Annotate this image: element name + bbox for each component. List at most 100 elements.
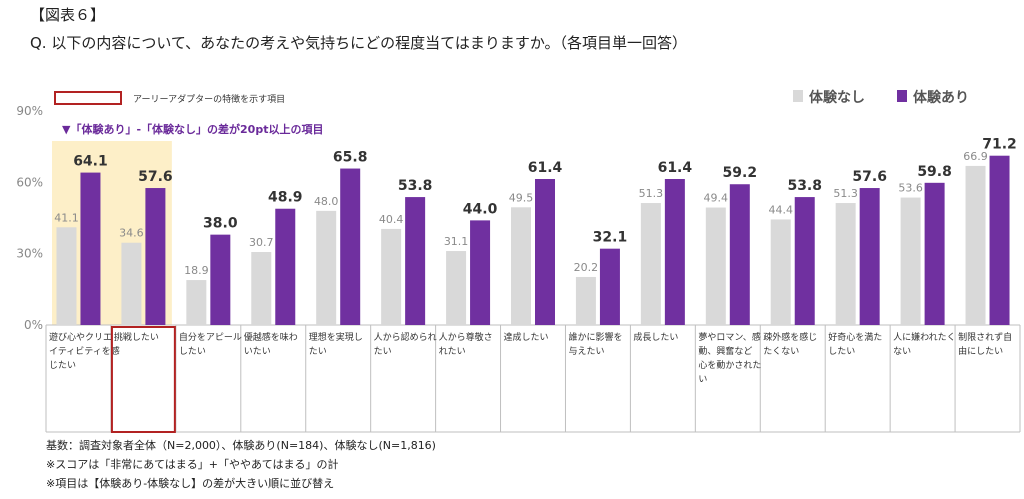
legend-swatch-no-experience: [793, 90, 803, 102]
value-label-no-experience: 34.6: [119, 227, 144, 240]
category-label: たくない: [763, 346, 799, 357]
bar-no-experience: [186, 280, 207, 325]
bar-experience: [210, 234, 231, 325]
category-label: じたい: [49, 360, 76, 371]
value-label-experience: 57.6: [138, 169, 173, 185]
footnote-order: ※項目は【体験あり-体験なし】の差が大きい順に並び替え: [46, 477, 335, 490]
y-tick-label: 0%: [24, 318, 43, 332]
value-label-no-experience: 30.7: [249, 236, 274, 249]
bar-no-experience: [900, 197, 921, 325]
bar-experience: [859, 188, 880, 325]
legend-label-no-experience: 体験なし: [809, 89, 865, 106]
category-label: 優越感を味わ: [244, 331, 298, 343]
bar-no-experience: [381, 228, 402, 325]
value-label-no-experience: 20.2: [574, 261, 599, 274]
category-label: 心を動かされた: [698, 360, 761, 371]
bar-no-experience: [511, 207, 531, 325]
y-tick-label: 90%: [16, 104, 43, 118]
category-label: たい: [374, 346, 392, 357]
category-label: ない: [893, 346, 911, 357]
bar-no-experience: [56, 227, 77, 325]
value-label-no-experience: 41.1: [54, 211, 79, 224]
category-label: 夢やロマン、感: [698, 331, 760, 343]
legend-label-experience: 体験あり: [913, 89, 969, 106]
category-label: 自分をアピール: [179, 331, 242, 343]
bar-experience: [794, 197, 815, 325]
value-label-no-experience: 40.4: [379, 213, 404, 226]
bar-experience: [989, 155, 1010, 325]
bar-experience: [535, 179, 555, 325]
bar-no-experience: [835, 203, 856, 325]
category-label: 人から尊敬さ: [439, 331, 493, 343]
bar-no-experience: [965, 165, 986, 325]
y-tick-label: 30%: [16, 247, 43, 261]
legend-swatch-experience: [897, 90, 907, 102]
question-text: Q. 以下の内容について、あなたの考えや気持ちにどの程度当てはまりますか。（各項…: [30, 34, 688, 52]
bar-experience: [924, 182, 945, 325]
value-label-experience: 48.9: [268, 190, 303, 206]
bar-no-experience: [251, 252, 272, 325]
bar-no-experience: [446, 251, 467, 325]
bar-experience: [340, 168, 361, 325]
value-label-experience: 65.8: [333, 150, 368, 166]
early-adopter-box: [110, 326, 176, 433]
value-label-no-experience: 66.9: [963, 150, 988, 163]
value-label-experience: 61.4: [528, 160, 563, 176]
category-label: れたい: [439, 346, 466, 357]
legend-box-label: アーリーアダプターの特徴を示す項目: [133, 93, 285, 105]
value-label-experience: 57.6: [852, 169, 887, 185]
value-label-no-experience: 53.6: [898, 182, 923, 195]
value-label-experience: 71.2: [982, 137, 1017, 153]
category-label: 誰かに影響を: [568, 331, 622, 343]
bar-no-experience: [575, 276, 596, 325]
diff-note: ▼「体験あり」-「体験なし」の差が20pt以上の項目: [62, 122, 323, 136]
bar-no-experience: [770, 219, 791, 325]
legend-box-marker: [54, 91, 122, 105]
bar-experience: [80, 172, 101, 325]
bar-experience: [405, 197, 426, 325]
category-label: 制限されず自: [958, 331, 1012, 343]
category-label: したい: [179, 346, 206, 357]
y-tick-label: 60%: [16, 175, 43, 189]
footnote-score: ※スコアは「非常にあてはまる」+「ややあてはまる」の計: [46, 458, 339, 471]
value-label-experience: 32.1: [593, 230, 628, 246]
bar-no-experience: [705, 207, 726, 325]
value-label-experience: 44.0: [463, 201, 498, 217]
category-label: 疎外感を感じ: [763, 331, 817, 343]
bar-experience: [664, 179, 685, 325]
category-label: 成長したい: [633, 331, 678, 343]
value-label-no-experience: 51.3: [639, 187, 664, 200]
value-label-no-experience: 49.4: [704, 192, 729, 205]
figure-label: 【図表６】: [30, 6, 106, 24]
value-label-no-experience: 44.4: [768, 203, 793, 216]
category-label: 由にしたい: [958, 345, 1003, 357]
bar-experience: [145, 188, 166, 325]
footnote-base: 基数：調査対象者全体（N=2,000）、体験あり(N=184)、体験なし(N=1…: [46, 439, 436, 452]
value-label-no-experience: 31.1: [444, 235, 469, 248]
value-label-no-experience: 49.5: [509, 191, 534, 204]
value-label-experience: 61.4: [658, 160, 693, 176]
bar-experience: [470, 220, 491, 325]
value-label-experience: 59.2: [723, 165, 758, 181]
category-label: いたい: [244, 346, 271, 357]
category-label: たい: [309, 346, 327, 357]
bar-experience: [729, 184, 750, 325]
value-label-experience: 64.1: [73, 154, 108, 170]
category-label: 挑戦したい: [114, 331, 159, 343]
category-label: したい: [828, 346, 855, 357]
value-label-no-experience: 51.3: [833, 187, 858, 200]
value-label-experience: 38.0: [203, 216, 238, 232]
category-label: 動、興奮など: [698, 345, 752, 357]
value-label-experience: 53.8: [787, 178, 822, 194]
bar-no-experience: [121, 242, 142, 325]
bar-no-experience: [640, 203, 661, 325]
category-label: 人に嫌われたく: [893, 331, 956, 343]
value-label-no-experience: 48.0: [314, 195, 339, 208]
category-label: イティビティを感: [49, 345, 120, 357]
category-label: い: [698, 375, 707, 385]
category-label: 与えたい: [568, 346, 604, 357]
category-label: 人から認められ: [374, 331, 437, 343]
value-label-no-experience: 18.9: [184, 264, 209, 277]
category-label: 達成したい: [504, 331, 549, 343]
